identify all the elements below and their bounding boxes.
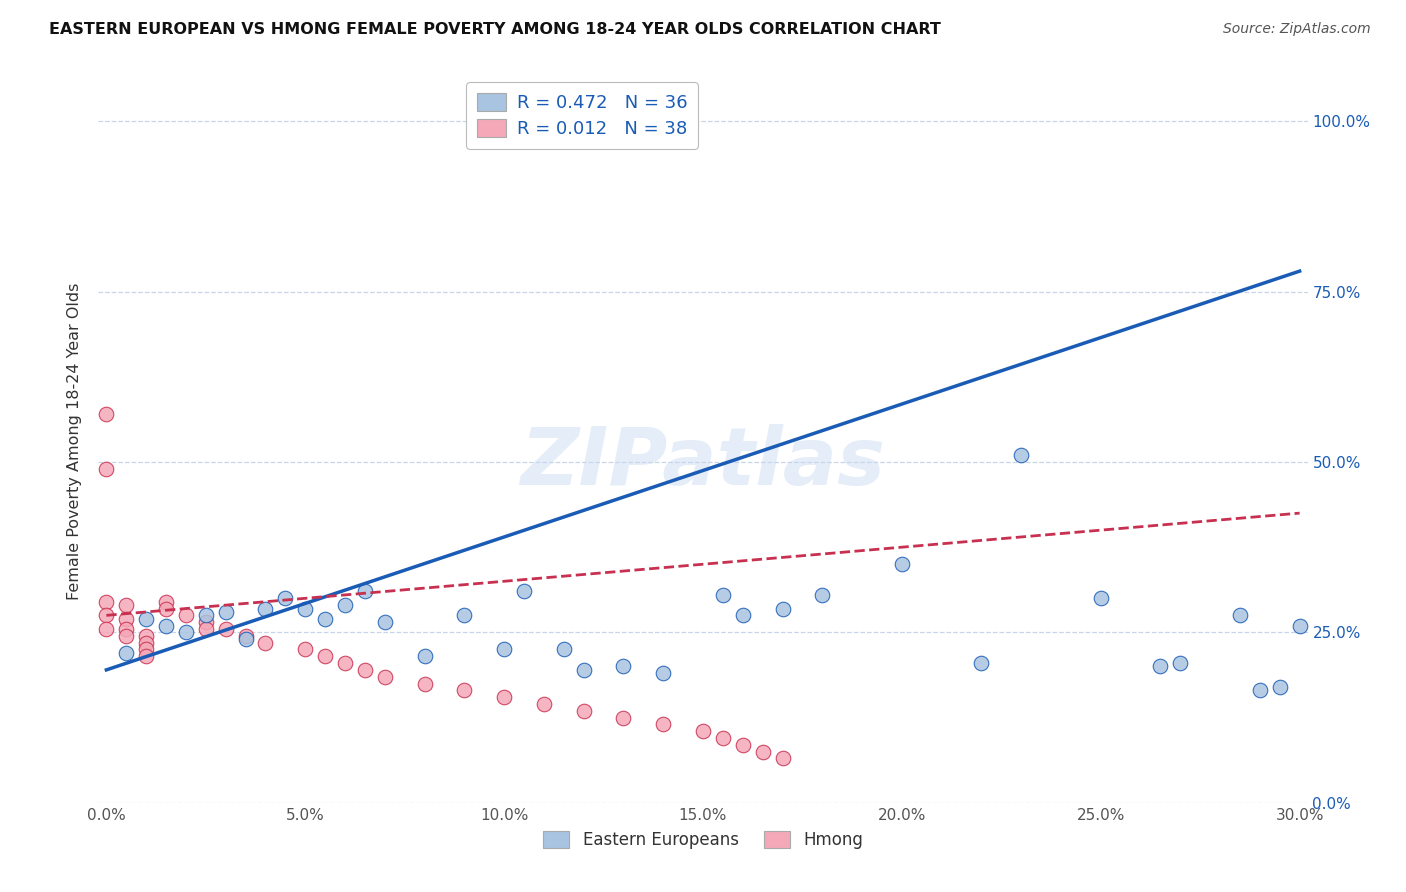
Point [135, 612, 157, 626]
Point [174, 608, 197, 623]
Point [235, 629, 257, 643]
Point [194, 615, 217, 630]
Point [1249, 683, 1271, 698]
Point [494, 642, 516, 657]
Point [215, 622, 238, 636]
Point [354, 584, 377, 599]
Point [612, 659, 634, 673]
Point [96, 595, 118, 609]
Point [652, 666, 675, 681]
Point [115, 612, 138, 626]
Point [96, 608, 118, 623]
Point [751, 745, 773, 759]
Point [294, 601, 316, 615]
Point [96, 462, 118, 476]
Point [572, 704, 595, 718]
Point [314, 612, 336, 626]
Point [970, 656, 993, 670]
Point [155, 618, 177, 632]
Text: ZIPatlas: ZIPatlas [520, 425, 886, 502]
Point [115, 598, 138, 612]
Point [1288, 618, 1310, 632]
Point [453, 608, 475, 623]
Point [254, 601, 277, 615]
Point [652, 717, 675, 731]
Point [453, 683, 475, 698]
Point [354, 663, 377, 677]
Point [553, 642, 575, 657]
Point [711, 731, 734, 745]
Point [333, 598, 356, 612]
Point [135, 649, 157, 664]
Point [135, 635, 157, 649]
Point [115, 646, 138, 660]
Point [314, 649, 336, 664]
Point [215, 605, 238, 619]
Point [1149, 659, 1171, 673]
Point [135, 642, 157, 657]
Legend: Eastern Europeans, Hmong: Eastern Europeans, Hmong [536, 824, 870, 856]
Point [533, 697, 555, 711]
Point [1090, 591, 1112, 606]
Point [1168, 656, 1191, 670]
Y-axis label: Female Poverty Among 18-24 Year Olds: Female Poverty Among 18-24 Year Olds [67, 283, 83, 600]
Point [115, 622, 138, 636]
Point [692, 724, 714, 739]
Text: EASTERN EUROPEAN VS HMONG FEMALE POVERTY AMONG 18-24 YEAR OLDS CORRELATION CHART: EASTERN EUROPEAN VS HMONG FEMALE POVERTY… [49, 22, 941, 37]
Point [155, 601, 177, 615]
Point [96, 407, 118, 421]
Point [194, 608, 217, 623]
Point [731, 608, 754, 623]
Point [612, 710, 634, 724]
Point [1010, 448, 1032, 462]
Point [711, 588, 734, 602]
Point [731, 738, 754, 752]
Point [1268, 680, 1291, 694]
Point [374, 615, 396, 630]
Point [174, 625, 197, 640]
Point [155, 595, 177, 609]
Point [274, 591, 297, 606]
Point [374, 670, 396, 684]
Point [572, 663, 595, 677]
Point [890, 558, 912, 572]
Point [413, 649, 436, 664]
Point [254, 635, 277, 649]
Point [772, 751, 794, 765]
Point [811, 588, 834, 602]
Point [513, 584, 536, 599]
Point [1229, 608, 1251, 623]
Point [333, 656, 356, 670]
Text: Source: ZipAtlas.com: Source: ZipAtlas.com [1223, 22, 1371, 37]
Point [413, 676, 436, 690]
Point [194, 622, 217, 636]
Point [115, 629, 138, 643]
Point [96, 622, 118, 636]
Point [294, 642, 316, 657]
Point [235, 632, 257, 647]
Point [135, 629, 157, 643]
Point [494, 690, 516, 705]
Point [772, 601, 794, 615]
